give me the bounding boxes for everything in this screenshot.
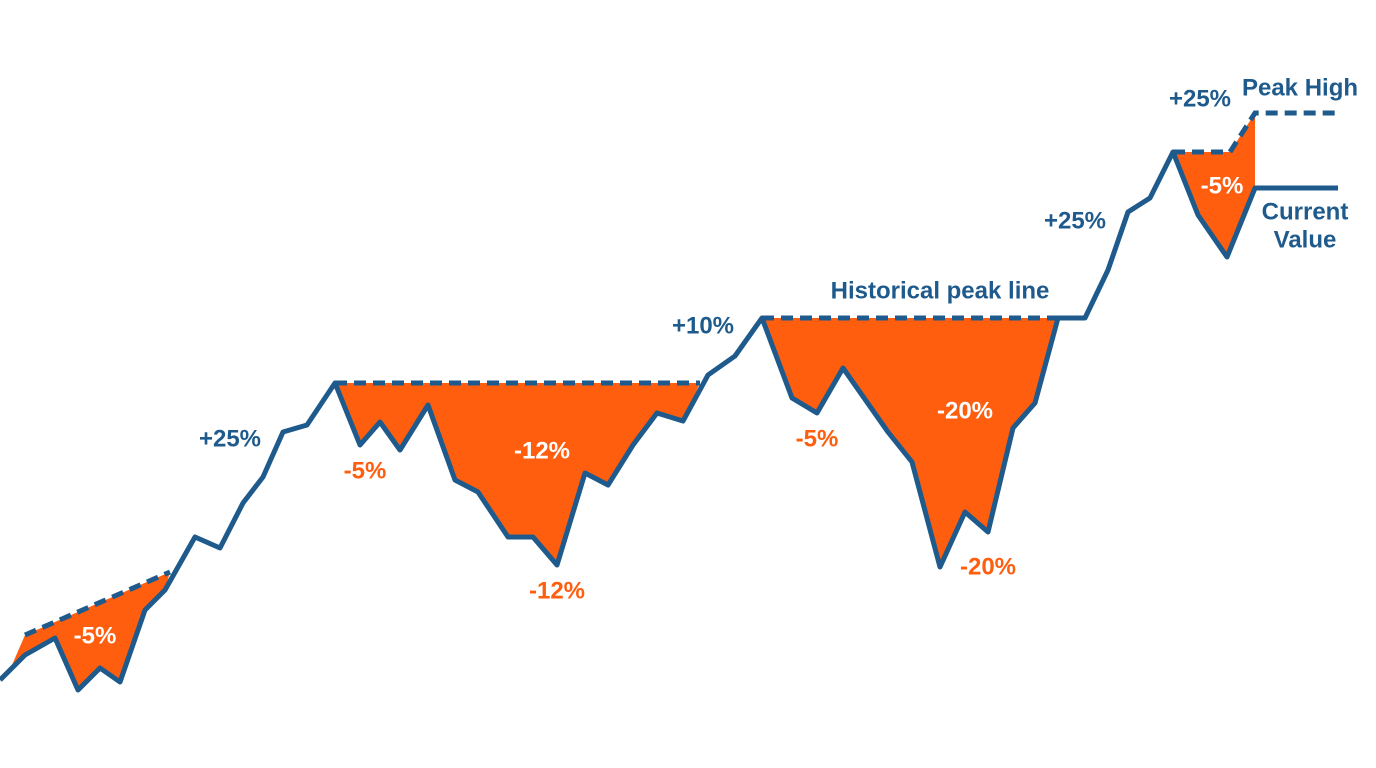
- peak-line-label: Historical peak line: [831, 277, 1050, 304]
- gain-label: +25%: [1044, 207, 1106, 234]
- current-value-label: Current: [1262, 198, 1349, 225]
- peak-high-label: Peak High: [1242, 74, 1358, 101]
- drawdown-area: [335, 383, 700, 565]
- drawdown-area: [762, 318, 1058, 567]
- drawdown-label: -12%: [514, 437, 570, 464]
- drawdown-area: [12, 572, 170, 690]
- current-value-label: Value: [1274, 226, 1337, 253]
- drawdown-label: -5%: [1201, 172, 1244, 199]
- gain-label: +25%: [1169, 85, 1231, 112]
- peak-line: [24, 569, 171, 638]
- drawdown-label: -12%: [529, 577, 585, 604]
- value-line: [0, 149, 1338, 693]
- drawdown-label: -5%: [344, 457, 387, 484]
- drawdown-label: -20%: [937, 397, 993, 424]
- gain-label: +25%: [199, 425, 261, 452]
- peak-line: [1173, 110, 1338, 155]
- drawdown-label: -5%: [796, 425, 839, 452]
- gain-label: +10%: [672, 312, 734, 339]
- drawdown-label: -5%: [74, 622, 117, 649]
- drawdown-label: -20%: [960, 553, 1016, 580]
